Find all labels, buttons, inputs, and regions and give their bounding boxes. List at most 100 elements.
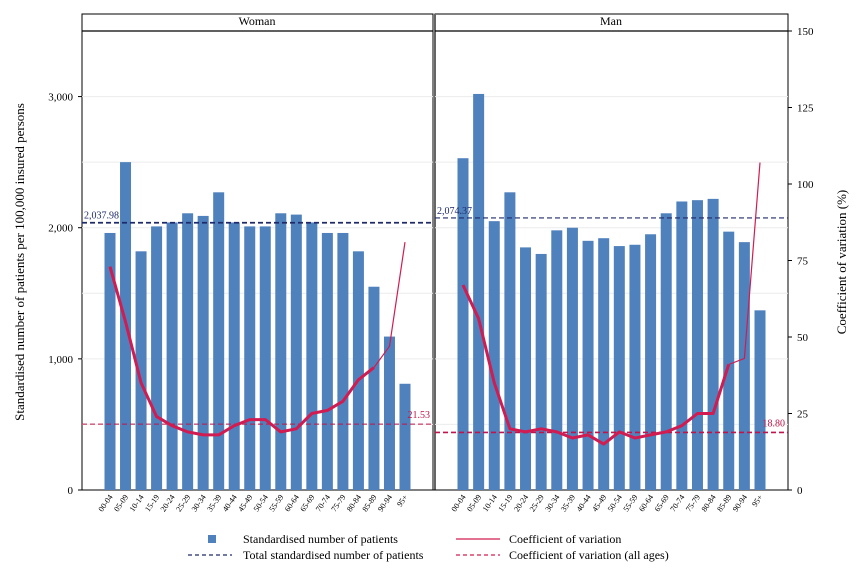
y-right-tick-label: 0 [797,485,803,497]
bar [368,286,380,490]
x-tick-label: 80-84 [700,493,718,513]
cv-line-main [461,284,731,446]
x-tick-label: 65-69 [298,493,316,513]
x-tick-label: 75-79 [329,493,347,513]
y-left-tick-label: 0 [68,485,74,497]
y-right-axis-label: Coefficient of variation (%) [834,190,849,335]
x-tick-label: 40-44 [221,493,239,513]
x-tick-label: 80-84 [345,493,363,513]
bar [520,247,532,490]
bar [213,192,225,490]
bar [598,238,610,490]
x-tick-label: 40-44 [575,493,593,513]
bar [383,336,395,490]
bar [259,226,271,490]
legend-label-total: Total standardised number of patients [243,548,424,562]
legend-label-cv-all: Coefficient of variation (all ages) [509,548,669,562]
x-tick-label: 95+ [395,493,410,509]
bar [352,251,364,490]
y-right-tick-label: 50 [797,332,809,344]
panel-title-man: Man [600,14,622,28]
cv-all-label: 21.53 [408,410,431,421]
bar [504,192,516,490]
bar [228,222,240,490]
x-tick-label: 50-54 [252,493,270,513]
y-right-tick-label: 25 [797,409,809,421]
bar [707,198,719,490]
legend-label-bars: Standardised number of patients [243,532,398,546]
bar [660,213,672,490]
x-tick-label: 20-24 [512,493,530,513]
cv-all-label: 18.80 [763,418,786,429]
x-tick-label: 85-89 [715,493,733,513]
cv-series [108,162,761,446]
y-right-tick-label: 150 [797,26,814,38]
bar [535,253,547,490]
x-tick-label: 90-94 [731,493,749,513]
panel-title-woman: Woman [238,14,275,28]
x-tick-label: 10-14 [481,493,499,513]
bar [676,201,688,490]
y-right-tick-label: 125 [797,103,814,115]
x-tick-label: 35-39 [205,493,223,513]
bar [457,158,469,491]
reference-lines: 2,037.98 21.53 2,074.37 18.80 [82,206,788,434]
x-tick-label: 50-54 [606,493,624,513]
cv-line-main [108,266,375,437]
x-tick-label: 70-74 [668,493,686,513]
legend-swatch-bars [208,535,216,543]
bar [754,310,766,490]
bar [306,222,318,490]
x-tick-label: 45-49 [590,493,608,513]
bar [566,227,578,490]
bar [197,215,209,490]
bar [151,226,163,490]
legend: Standardised number of patients Coeffici… [188,532,669,562]
x-tick-label: 70-74 [314,493,332,513]
y-right-tick-label: 100 [797,179,814,191]
bar [551,230,563,490]
x-tick-label: 00-04 [97,493,115,513]
bar [337,232,349,490]
bar [738,242,750,490]
x-tick-label: 90-94 [376,493,394,513]
bar-series [104,93,766,491]
x-tick-label: 05-09 [112,493,130,513]
x-tick-label: 15-19 [496,493,514,513]
x-tick-label: 30-34 [190,493,208,513]
bar [473,93,485,490]
x-tick-label: 85-89 [361,493,379,513]
bar [135,251,147,490]
x-tick-label: 75-79 [684,493,702,513]
bar [321,232,333,490]
legend-label-cv: Coefficient of variation [509,532,621,546]
total-label: 2,037.98 [84,211,119,222]
x-tick-label: 55-59 [622,493,640,513]
bar [691,200,703,490]
x-tick-label: 05-09 [465,493,483,513]
x-tick-label: 35-39 [559,493,577,513]
x-tick-label: 25-29 [174,493,192,513]
bar [290,214,302,490]
x-tick-label: 95+ [750,493,765,509]
bar [166,222,178,490]
x-tick-label: 65-69 [653,493,671,513]
x-tick-label: 25-29 [528,493,546,513]
bar [582,240,594,490]
x-tick-label: 20-24 [159,493,177,513]
y-right-tick-label: 75 [797,256,809,268]
y-left-tick-label: 2,000 [48,223,73,235]
y-left-axis-label: Standardised number of patients per 100,… [12,103,27,421]
bar [399,383,411,490]
x-tick-label: 60-64 [637,493,655,513]
y-left-tick-label: 1,000 [48,354,73,366]
x-tick-label: 15-19 [143,493,161,513]
bar [629,244,641,490]
bar [645,234,657,490]
bar [244,226,256,490]
bar [104,232,116,490]
x-tick-label: 55-59 [267,493,285,513]
bar [613,246,625,490]
x-tick-label: 45-49 [236,493,254,513]
